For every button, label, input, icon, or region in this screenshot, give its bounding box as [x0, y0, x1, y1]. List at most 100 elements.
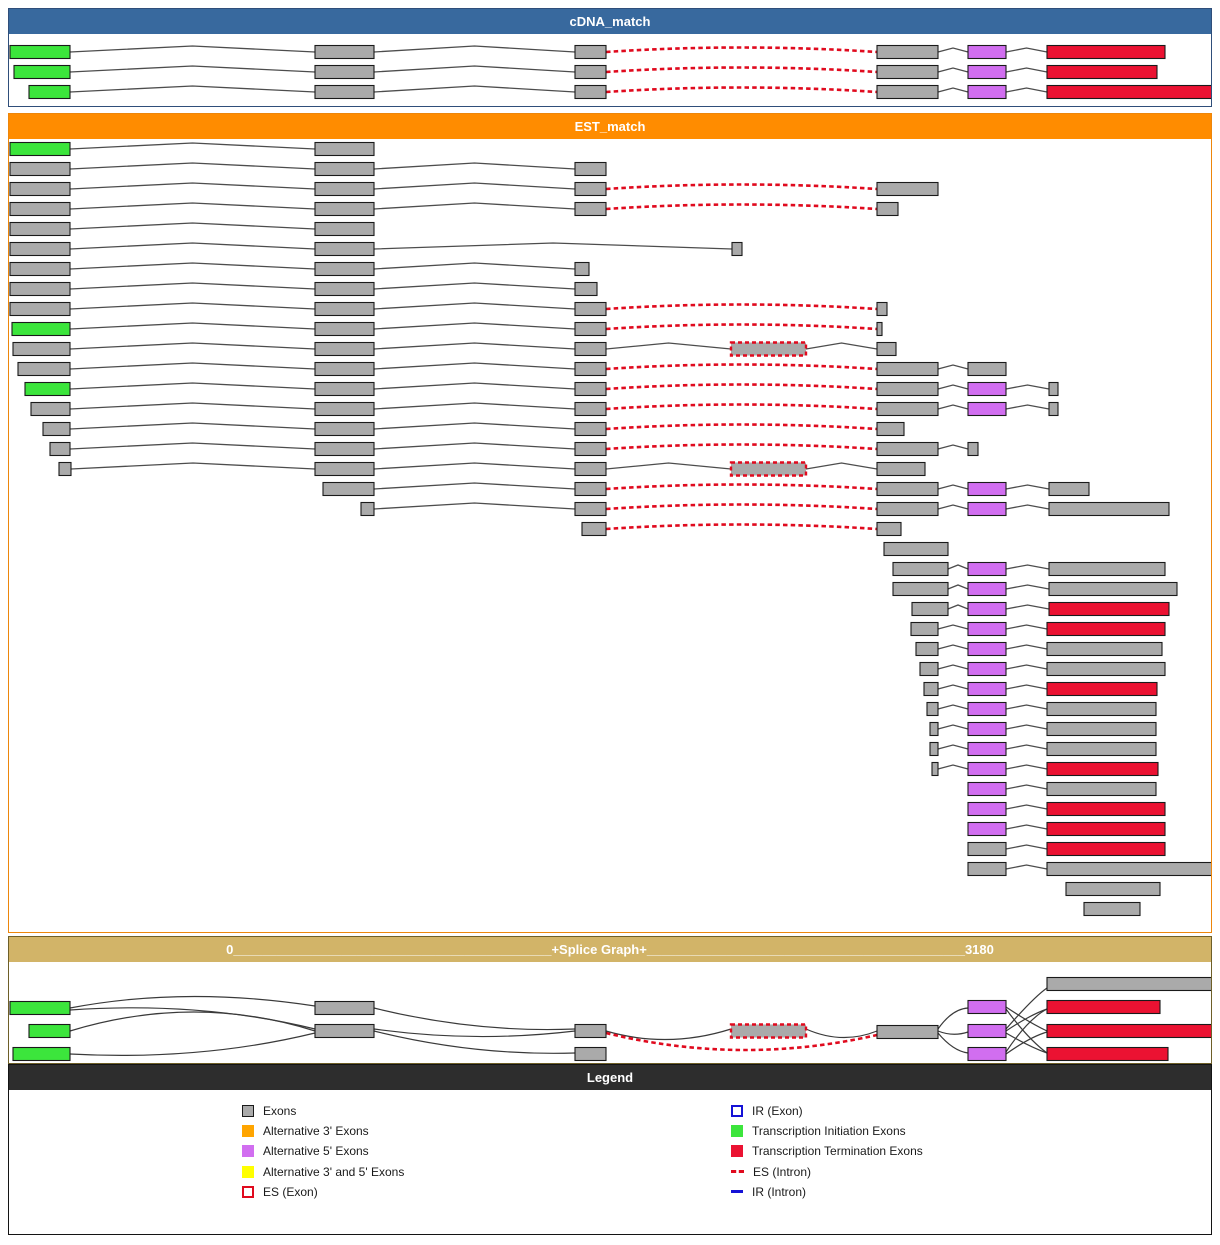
gray-exon: [574, 341, 607, 357]
intron-line: [373, 65, 576, 73]
gray-exon: [9, 261, 71, 277]
legend-label: Transcription Termination Exons: [752, 1143, 923, 1158]
gray-exon: [574, 1046, 607, 1062]
gray-exon: [876, 321, 883, 337]
intron-line: [373, 322, 576, 330]
purple-exon: [967, 401, 1007, 417]
gray-exon: [314, 64, 375, 80]
gray-exon: [1046, 741, 1157, 757]
gray-exon: [574, 84, 607, 100]
intron-line: [373, 282, 576, 290]
legend-item-es-intron: ES (Intron): [731, 1164, 811, 1179]
legend-item-exons: Exons: [242, 1103, 296, 1118]
gray-exon-swatch: [242, 1104, 254, 1117]
intron-line: [69, 282, 316, 290]
gray-exon: [876, 441, 939, 457]
gray-exon: [314, 44, 375, 60]
gray-exon: [314, 381, 375, 397]
intron-line: [373, 302, 576, 310]
gray-exon: [314, 301, 375, 317]
es-exon: [729, 461, 808, 477]
gray-exon: [967, 441, 979, 457]
gray-exon: [314, 321, 375, 337]
gray-exon: [30, 401, 71, 417]
gray-exon: [929, 741, 939, 757]
gray-exon: [49, 441, 71, 457]
gray-exon: [314, 84, 375, 100]
legend-item-alt5-exons: Alternative 5' Exons: [242, 1143, 369, 1158]
gray-exon: [574, 321, 607, 337]
intron-line: [937, 47, 969, 53]
green-exon: [28, 1023, 71, 1039]
splice-graph-ruler-title: 0_______________________________________…: [226, 942, 994, 957]
tx-init-swatch: [731, 1124, 743, 1137]
gray-exon: [876, 44, 939, 60]
purple-exon: [967, 1046, 1007, 1062]
intron-line: [1005, 624, 1048, 630]
gray-exon: [314, 461, 375, 477]
intron-line: [373, 362, 576, 370]
gray-exon: [883, 541, 949, 557]
gray-exon: [574, 1023, 607, 1039]
intron-line: [69, 85, 316, 93]
intron-line: [1005, 384, 1050, 390]
green-exon: [9, 1000, 71, 1016]
gray-exon: [876, 181, 939, 197]
gray-exon: [876, 301, 888, 317]
red-exon: [1046, 801, 1166, 817]
intron-line: [373, 162, 576, 170]
gray-exon: [892, 581, 949, 597]
intron-line: [373, 342, 576, 350]
legend-label: IR (Intron): [752, 1184, 807, 1199]
alt3and5-exon-swatch: [242, 1165, 254, 1178]
intron-line: [1005, 484, 1050, 490]
splice-graph-header: 0_______________________________________…: [9, 937, 1211, 962]
intron-line: [69, 322, 316, 330]
gray-exon: [574, 44, 607, 60]
gray-exon: [1048, 401, 1059, 417]
splice-edge: [373, 1030, 576, 1054]
legend-item-ir-exon: IR (Exon): [731, 1103, 803, 1118]
green-exon: [9, 44, 71, 60]
intron-line: [373, 45, 576, 53]
intron-line: [373, 402, 576, 410]
purple-exon: [967, 601, 1007, 617]
red-exon: [1046, 761, 1159, 777]
es-intron-line: [605, 503, 878, 511]
intron-line: [373, 502, 576, 510]
purple-exon: [967, 741, 1007, 757]
gray-exon: [1065, 881, 1161, 897]
gray-exon: [574, 381, 607, 397]
gray-exon: [314, 341, 375, 357]
gray-exon: [574, 461, 607, 477]
intron-line: [937, 484, 969, 490]
es-intron-line: [605, 363, 878, 371]
gray-exon: [915, 641, 939, 657]
purple-exon: [967, 661, 1007, 677]
legend-label: IR (Exon): [752, 1103, 803, 1118]
intron-line: [937, 67, 969, 73]
intron-line: [937, 87, 969, 93]
gray-exon: [1046, 781, 1157, 797]
est-match-section: EST_match: [8, 113, 1212, 933]
legend-label: ES (Exon): [263, 1184, 318, 1199]
es-intron-line: [605, 66, 878, 74]
gray-exon: [17, 361, 71, 377]
intron-line: [373, 442, 576, 450]
gray-exon: [876, 84, 939, 100]
red-exon: [1046, 841, 1166, 857]
gray-exon: [1046, 641, 1163, 657]
intron-line: [937, 644, 969, 650]
gray-exon: [58, 461, 72, 477]
gray-exon: [574, 181, 607, 197]
gray-exon: [581, 521, 607, 537]
intron-line: [937, 444, 969, 450]
gray-exon: [9, 241, 71, 257]
intron-line: [1005, 644, 1048, 650]
intron-line: [373, 202, 576, 210]
gray-exon: [314, 181, 375, 197]
gray-exon: [314, 1000, 375, 1016]
green-exon: [12, 1046, 71, 1062]
splice-edge: [1005, 1008, 1048, 1054]
